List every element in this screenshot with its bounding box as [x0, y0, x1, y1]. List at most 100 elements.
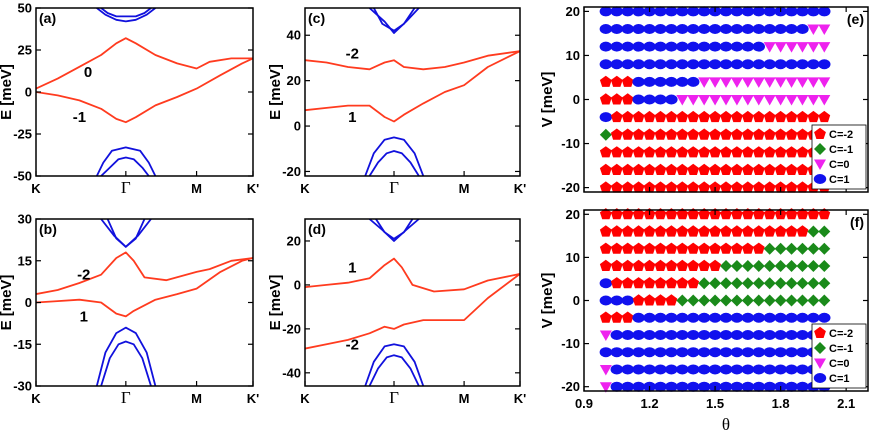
scatter-point-f: [676, 208, 689, 220]
ytick-label: 20: [287, 73, 301, 88]
scatter-point-f: [599, 208, 612, 220]
scatter-point-f: [687, 225, 700, 237]
scatter-point-f: [621, 208, 634, 220]
scatter-point-f: [796, 381, 809, 392]
scatter-point-e: [785, 146, 798, 158]
scatter-point-f: [697, 381, 711, 392]
ylabel-b: E [meV]: [0, 275, 15, 331]
scatter-point-f: [709, 277, 722, 290]
scatter-point-e: [807, 24, 820, 36]
xtick-label: Γ: [389, 178, 399, 197]
scatter-point-e: [687, 59, 700, 70]
xtick-label: Γ: [389, 388, 399, 407]
ytick-label: -10: [561, 136, 580, 151]
scatter-point-e: [731, 181, 743, 193]
scatter-point-e: [796, 42, 809, 53]
scatter-point-f: [698, 208, 711, 220]
scatter-point-f: [632, 208, 645, 220]
scatter-point-f: [741, 329, 755, 340]
scatter-point-e: [763, 163, 776, 175]
scatter-point-f: [698, 225, 711, 237]
scatter-point-e: [807, 42, 820, 53]
scatter-point-f: [610, 242, 623, 254]
ylabel-c: E [meV]: [267, 64, 284, 120]
scatter-point-f: [741, 242, 754, 254]
scatter-point-e: [643, 128, 656, 140]
scatter-point-e: [763, 59, 776, 70]
scatter-point-e: [752, 163, 765, 175]
scatter-point-e: [807, 6, 820, 17]
scatter-point-e: [654, 128, 667, 140]
scatter-point-e: [643, 59, 656, 70]
scatter-point-e: [741, 41, 755, 52]
scatter-point-f: [720, 208, 732, 220]
scatter-point-f: [654, 329, 667, 340]
scatter-point-e: [632, 128, 645, 140]
scatter-point-e: [632, 163, 645, 175]
xtick-label: 0.9: [575, 396, 593, 411]
scatter-point-f: [730, 347, 744, 358]
scatter-point-e: [698, 110, 711, 123]
scatter-point-e: [687, 24, 700, 35]
scatter-point-f: [676, 225, 689, 237]
legend-entry: C=-2: [829, 328, 853, 340]
scatter-point-e: [676, 76, 689, 87]
scatter-point-f: [676, 277, 689, 289]
panel-label-a: (a): [39, 10, 56, 26]
scatter-point-e: [599, 24, 613, 35]
scatter-point-e: [796, 59, 809, 70]
scatter-point-e: [796, 163, 809, 175]
band-line-d-0: [305, 257, 520, 293]
scatter-point-e: [665, 146, 678, 158]
scatter-point-f: [697, 364, 711, 375]
scatter-point-e: [774, 163, 787, 175]
scatter-point-e: [632, 110, 645, 123]
scatter-point-e: [752, 41, 765, 52]
scatter-point-e: [752, 181, 765, 193]
scatter-point-f: [730, 312, 744, 323]
scatter-point-f: [599, 242, 612, 254]
scatter-point-e: [610, 181, 623, 193]
ytick-label: -20: [561, 379, 580, 394]
scatter-point-f: [621, 364, 634, 375]
scatter-point-e: [698, 77, 711, 88]
band-line-c-5: [368, 150, 420, 176]
scatter-point-f: [621, 381, 634, 392]
scatter-point-f: [763, 381, 776, 392]
scatter-point-f: [697, 312, 711, 323]
scatter-point-e: [741, 77, 754, 88]
band-line-d-5: [368, 354, 420, 386]
scatter-point-e: [709, 146, 721, 158]
band-line-d-3: [368, 219, 420, 242]
scatter-point-f: [763, 329, 776, 340]
scatter-point-f: [807, 277, 820, 290]
scatter-point-f: [698, 259, 711, 271]
scatter-point-f: [621, 259, 634, 271]
scatter-point-e: [741, 95, 754, 106]
ylabel-f: V [meV]: [539, 273, 556, 329]
scatter-point-f: [752, 277, 765, 290]
scatter-point-f: [709, 242, 721, 254]
scatter-point-e: [665, 76, 678, 87]
scatter-point-e: [720, 95, 732, 106]
scatter-point-e: [632, 24, 645, 35]
scatter-point-f: [632, 329, 645, 340]
panel-label-c: (c): [308, 10, 325, 26]
scatter-point-e: [599, 146, 612, 158]
scatter-point-f: [610, 295, 623, 306]
band-line-d-2: [375, 219, 414, 240]
panel-label-e: (e): [847, 11, 864, 27]
scatter-point-e: [697, 59, 711, 70]
scatter-point-f: [610, 208, 623, 220]
scatter-point-f: [763, 364, 776, 375]
scatter-point-f: [720, 242, 732, 254]
scatter-point-f: [676, 312, 689, 323]
panel-label-d: (d): [308, 221, 326, 237]
band-label: -1: [73, 109, 86, 126]
scatter-point-f: [632, 312, 645, 323]
scatter-point-f: [807, 260, 820, 273]
scatter-point-e: [796, 77, 809, 88]
scatter-point-f: [785, 347, 798, 358]
scatter-point-e: [709, 110, 721, 123]
scatter-point-e: [654, 59, 667, 70]
